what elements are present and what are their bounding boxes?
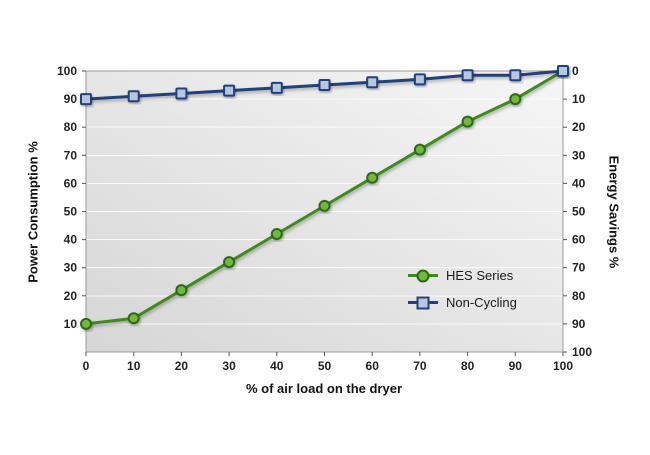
hes-series-line-icon [408, 269, 438, 282]
svg-text:30: 30 [572, 148, 586, 162]
y-axis-title-left: Power Consumption % [25, 141, 41, 283]
svg-text:90: 90 [572, 317, 586, 331]
svg-text:40: 40 [572, 176, 586, 190]
x-axis-title: % of air load on the dryer [245, 381, 403, 396]
chart-legend: HES Series Non-Cycling [408, 268, 517, 310]
svg-text:50: 50 [572, 205, 586, 219]
svg-text:70: 70 [572, 261, 586, 275]
svg-text:20: 20 [175, 359, 189, 373]
svg-text:20: 20 [572, 120, 586, 134]
svg-text:80: 80 [572, 289, 586, 303]
svg-text:70: 70 [64, 148, 78, 162]
svg-text:0: 0 [572, 64, 579, 78]
svg-text:30: 30 [222, 359, 236, 373]
svg-text:20: 20 [64, 289, 78, 303]
y-axis-title-right: Energy Savings % [606, 155, 622, 269]
legend-label-non-cycling: Non-Cycling [446, 295, 517, 310]
svg-text:0: 0 [83, 359, 90, 373]
svg-text:100: 100 [57, 64, 77, 78]
svg-text:10: 10 [64, 317, 78, 331]
svg-text:60: 60 [572, 233, 586, 247]
svg-text:60: 60 [64, 176, 78, 190]
hes-series-circle-marker-icon [416, 269, 430, 282]
legend-item-non-cycling: Non-Cycling [408, 295, 517, 310]
legend-label-hes-series: HES Series [446, 268, 514, 283]
svg-text:10: 10 [127, 359, 141, 373]
svg-text:40: 40 [270, 359, 284, 373]
svg-text:10: 10 [572, 92, 586, 106]
svg-text:90: 90 [64, 92, 78, 106]
svg-text:50: 50 [64, 205, 78, 219]
svg-text:50: 50 [318, 359, 332, 373]
svg-text:90: 90 [509, 359, 523, 373]
non-cycling-line-icon [408, 296, 438, 309]
svg-text:30: 30 [64, 261, 78, 275]
svg-text:80: 80 [64, 120, 78, 134]
svg-text:80: 80 [461, 359, 475, 373]
legend-item-hes-series: HES Series [408, 268, 517, 283]
svg-text:100: 100 [553, 359, 573, 373]
svg-text:60: 60 [366, 359, 380, 373]
non-cycling-square-marker-icon [416, 296, 430, 309]
svg-text:70: 70 [413, 359, 427, 373]
svg-text:100: 100 [572, 345, 592, 359]
svg-text:40: 40 [64, 233, 78, 247]
